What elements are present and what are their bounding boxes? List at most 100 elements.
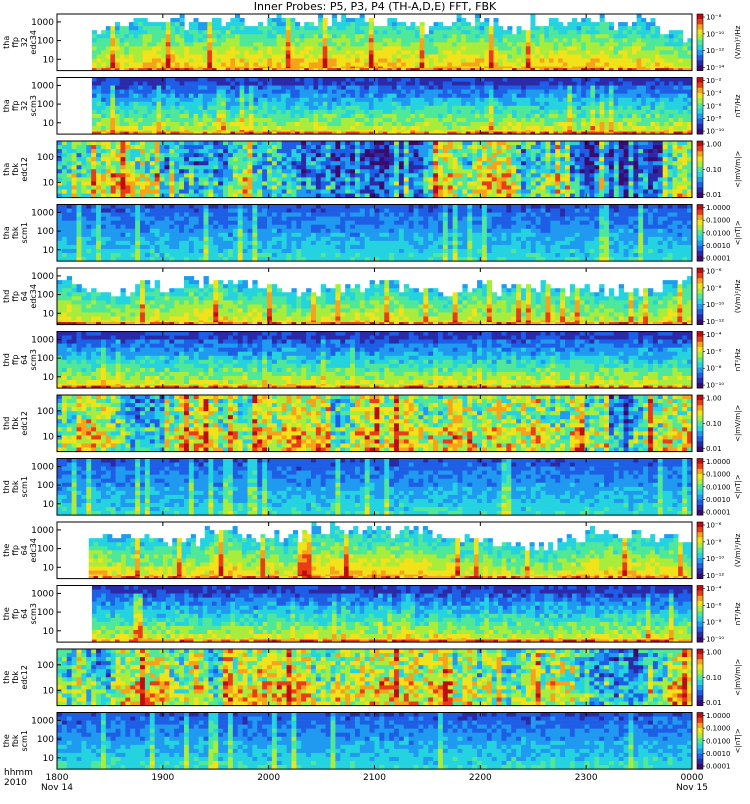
colorbar-tick-label: 0.0100 <box>706 483 731 491</box>
y-axis-label-line: tha <box>2 163 11 176</box>
y-tick-label: 10 <box>43 627 55 637</box>
colorbar-tick-label: 0.0001 <box>706 255 731 263</box>
x-tick-label: 2000 <box>257 773 280 783</box>
spectrogram-image <box>57 205 692 262</box>
colorbar-tick-label: 10⁻⁶ <box>706 522 722 530</box>
y-tick-label: 10 <box>43 500 55 510</box>
colorbar: 1.000.100.01<|mV/m|> <box>697 649 742 708</box>
y-tick-label: 10 <box>43 55 55 65</box>
colorbar-label: <|mV/m|> <box>734 659 742 696</box>
y-tick-label: 100 <box>37 153 54 163</box>
y-axis-label-line: edc34 <box>29 284 38 309</box>
y-tick-label: 10 <box>43 563 55 573</box>
colorbar-tick-label: 10⁻⁸ <box>706 365 722 373</box>
y-axis-label-line: the <box>2 544 11 557</box>
y-tick-label: 100 <box>37 227 54 237</box>
colorbar-tick-label: 0.1000 <box>706 217 731 225</box>
colorbar-label: nT²/Hz <box>734 348 742 371</box>
y-axis-label-line: fbk <box>11 734 20 747</box>
y-axis-label-line: 64 <box>20 355 29 365</box>
spectrogram-image <box>92 586 692 643</box>
y-axis-label-line: scm3 <box>29 349 38 370</box>
colorbar-tick-label: 1.00 <box>706 395 722 403</box>
colorbar-tick-label: 0.0010 <box>706 242 731 250</box>
colorbar-tick-label: 0.0001 <box>706 763 731 771</box>
y-tick-label: 1000 <box>31 716 54 726</box>
colorbar-tick-label: 0.0001 <box>706 509 731 517</box>
colorbar-tick-label: 10⁻² <box>706 77 722 85</box>
y-tick-label: 100 <box>37 37 54 47</box>
colorbar: 1.000.100.01<|mV/m|> <box>697 395 742 454</box>
y-axis-label-line: ffp <box>11 609 20 620</box>
y-tick-label: 10 <box>43 309 55 319</box>
y-tick-label: 1000 <box>31 208 54 218</box>
spectrogram-image <box>57 713 692 770</box>
y-axis-label-line: 32 <box>20 101 29 111</box>
colorbar-label: (V/m)²/Hz <box>734 25 742 59</box>
y-axis-label-line: ffp <box>11 291 20 302</box>
y-tick-label: 10 <box>43 754 55 764</box>
y-axis-label-line: scm1 <box>20 222 29 243</box>
colorbar-tick-label: 1.0000 <box>706 204 731 212</box>
colorbar-tick-label: 10⁻⁴ <box>706 331 722 339</box>
colorbar-label: <|nT|> <box>734 220 742 245</box>
colorbar-label: (V/m)²/Hz <box>734 533 742 567</box>
colorbar-tick-label: 0.10 <box>706 166 722 174</box>
y-tick-label: 100 <box>37 661 54 671</box>
colorbar-tick-label: 0.01 <box>706 191 722 199</box>
colorbar-tick-label: 1.0000 <box>706 712 731 720</box>
y-axis-label-line: scm3 <box>29 95 38 116</box>
y-axis-label-line: the <box>2 607 11 620</box>
spectrogram-image <box>92 14 692 71</box>
y-axis-label-line: ffp <box>11 37 20 48</box>
y-tick-label: 10 <box>43 432 55 442</box>
y-axis-label-line: edc12 <box>20 157 29 182</box>
colorbar-tick-label: 10⁻¹⁴ <box>706 64 724 72</box>
colorbar-tick-label: 0.1000 <box>706 471 731 479</box>
y-axis-label-line: scm1 <box>20 730 29 751</box>
x-tick-label: 0000 <box>681 773 704 783</box>
colorbar-tick-label: 0.10 <box>706 420 722 428</box>
x-tick-label: 2100 <box>363 773 386 783</box>
colorbar-label: (V/m)²/Hz <box>734 279 742 313</box>
y-axis-label-line: 32 <box>20 37 29 47</box>
y-axis-label-line: the <box>2 734 11 747</box>
colorbar-label: <|nT|> <box>734 728 742 753</box>
y-tick-label: 10 <box>43 178 55 188</box>
y-tick-label: 100 <box>37 481 54 491</box>
y-tick-label: 1000 <box>31 81 54 91</box>
colorbar-tick-label: 10⁻¹⁰ <box>706 636 724 644</box>
y-axis-label-line: fbk <box>11 163 20 176</box>
x-tick-sublabel: Nov 15 <box>676 783 708 793</box>
colorbar-tick-label: 1.00 <box>706 141 722 149</box>
colorbar-tick-label: 0.0010 <box>706 496 731 504</box>
colorbar-tick-label: 10⁻⁸ <box>706 115 722 123</box>
y-tick-label: 100 <box>37 608 54 618</box>
chart-title: Inner Probes: P5, P3, P4 (TH-A,D,E) FFT,… <box>254 0 497 13</box>
y-tick-label: 10 <box>43 686 55 696</box>
y-axis-label-line: thd <box>2 417 11 430</box>
y-tick-label: 100 <box>37 100 54 110</box>
